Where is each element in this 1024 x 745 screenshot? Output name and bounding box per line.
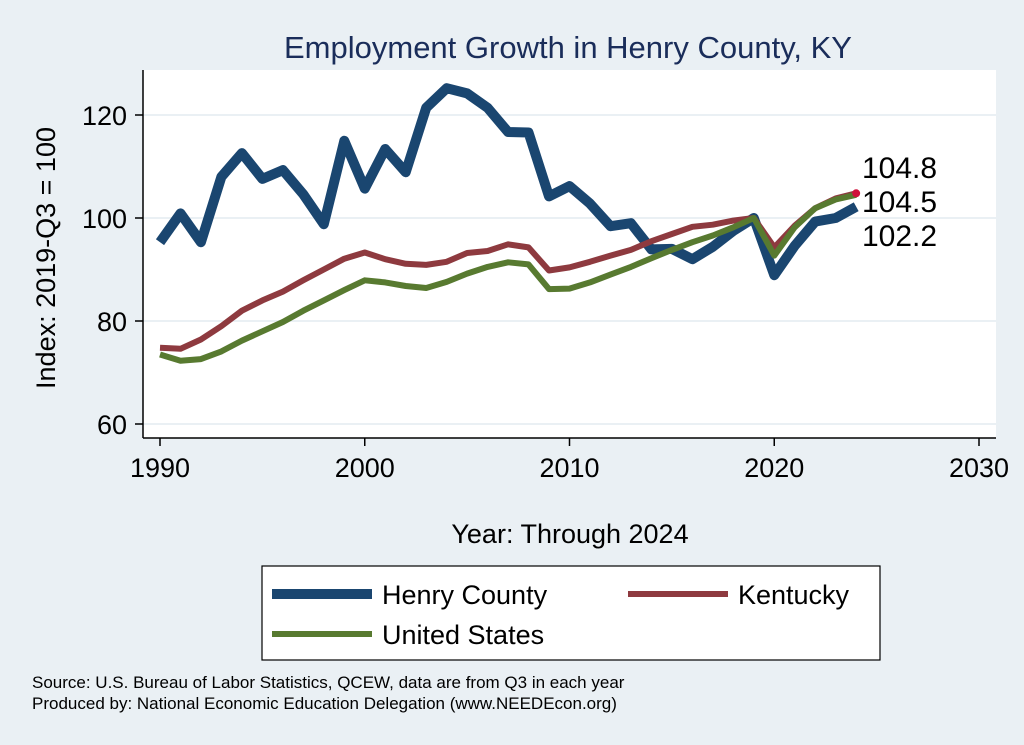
legend-box [261,565,881,661]
series-line-kentucky [159,190,857,352]
chart-title: Employment Growth in Henry County, KY [284,30,852,65]
x-axis-label: Year: Through 2024 [451,519,688,549]
series-line-united-states [159,191,857,364]
y-axis-label: Index: 2019-Q3 = 100 [31,127,61,389]
source-note: Source: U.S. Bureau of Labor Statistics,… [32,673,625,692]
x-tick-label: 1990 [130,453,190,483]
y-tick-label: 120 [82,101,127,131]
x-tick-label: 2020 [744,453,804,483]
y-tick-label: 60 [97,410,127,440]
y-tick-label: 100 [82,204,127,234]
plot-area [143,70,996,438]
y-tick-label: 80 [97,307,127,337]
x-tick-label: 2030 [949,453,1009,483]
end-label: 104.5 [862,186,937,219]
end-point-marker [852,189,861,198]
end-label: 104.8 [862,152,937,185]
producer-note: Produced by: National Economic Education… [32,694,617,713]
legend-label: Henry County [382,580,548,610]
legend-label: Kentucky [738,580,850,610]
end-label: 102.2 [862,220,937,253]
x-tick-label: 2010 [539,453,599,483]
legend-label: United States [382,620,544,650]
legend: Henry County Kentucky United States [261,565,881,661]
x-tick-label: 2000 [335,453,395,483]
